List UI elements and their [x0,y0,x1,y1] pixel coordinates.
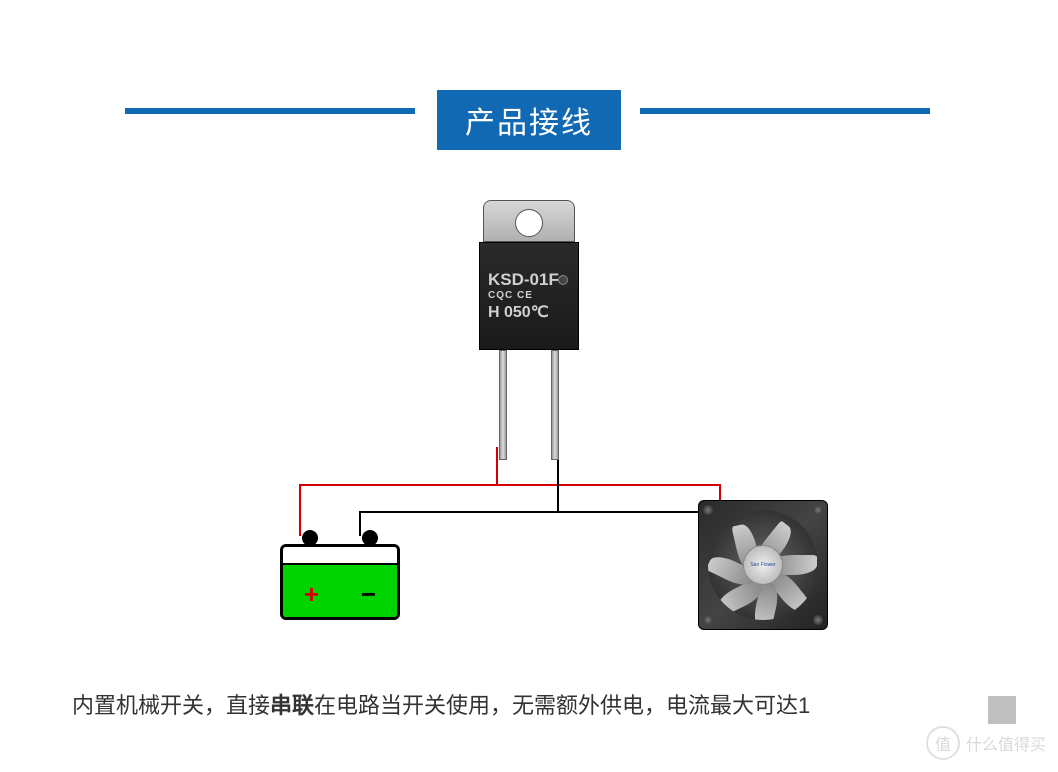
component-body: KSD-01F CQC CE H 050℃ [479,242,579,350]
header-line-left [125,108,415,114]
fan-screw [813,615,823,625]
fan-screw [813,505,823,515]
watermark-text: 什么值得买 [966,731,1046,755]
battery-symbol: + − [280,530,400,620]
header-title-badge: 产品接线 [437,90,621,150]
fan-screw [703,505,713,515]
caption-text: 内置机械开关，直接串联在电路当开关使用，无需额外供电，电流最大可达1 [72,688,1008,720]
component-cert-label: CQC CE [488,290,572,303]
component-spec-label: H 050℃ [488,303,572,323]
wiring-diagram: KSD-01F CQC CE H 050℃ + − San Flower [0,190,1058,650]
watermark: 值 什么值得买 [926,726,1046,760]
component-mounting-tab [483,200,575,242]
header-line-right [640,108,930,114]
caption-post: 在电路当开关使用，无需额外供电，电流最大可达1 [314,693,810,718]
thermostat-component: KSD-01F CQC CE H 050℃ [469,200,589,460]
section-header: 产品接线 [0,90,1058,150]
component-pin-right [551,350,559,460]
cooling-fan: San Flower [698,500,828,630]
battery-minus-label: − [361,579,376,610]
caption-bold: 串联 [270,693,314,718]
fan-hub-label: San Flower [743,545,783,585]
battery-plus-label: + [304,579,319,610]
mounting-hole [515,209,543,237]
battery-body: + − [280,544,400,620]
orientation-dot [558,275,568,285]
fan-screw [703,615,713,625]
watermark-icon: 值 [926,726,960,760]
component-pin-left [499,350,507,460]
wire-black-left [360,447,558,536]
fan-rotor: San Flower [708,510,818,620]
wire-red-left [300,447,497,536]
caption-pre: 内置机械开关，直接 [72,693,270,718]
truncation-indicator [988,696,1016,724]
battery-fill: + − [283,565,397,620]
